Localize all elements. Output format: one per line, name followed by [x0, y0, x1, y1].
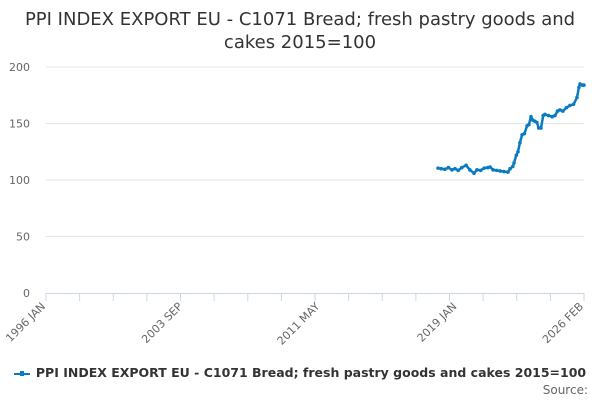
data-point — [561, 109, 565, 113]
data-point — [491, 168, 495, 172]
data-point — [575, 95, 579, 100]
data-point — [522, 131, 527, 136]
data-point — [450, 168, 454, 172]
data-point — [456, 168, 461, 173]
data-point — [475, 168, 479, 172]
data-point — [564, 105, 569, 110]
data-point — [550, 114, 554, 119]
x-tick-label: 2019 JAN — [415, 300, 460, 345]
data-point — [506, 170, 510, 174]
data-point — [516, 149, 520, 154]
data-point — [472, 171, 476, 176]
data-point — [518, 140, 522, 145]
legend-label: PPI INDEX EXPORT EU - C1071 Bread; fresh… — [35, 365, 587, 380]
y-tick-label: 0 — [23, 287, 30, 300]
x-tick-label: 2003 SEP — [139, 300, 185, 346]
chart-title: PPI INDEX EXPORT EU - C1071 Bread; fresh… — [24, 9, 576, 53]
y-tick-label: 100 — [9, 174, 30, 187]
data-point — [453, 166, 457, 171]
data-point — [539, 126, 543, 130]
data-point — [543, 112, 547, 117]
data-point — [582, 83, 586, 87]
data-point — [464, 163, 468, 168]
data-point — [529, 114, 533, 119]
data-point — [468, 168, 472, 172]
y-tick-label: 150 — [9, 118, 30, 131]
data-point — [494, 168, 499, 173]
data-point — [568, 103, 572, 108]
data-point — [508, 166, 512, 171]
x-tick-label: 1996 JAN — [3, 300, 48, 345]
series-line — [437, 82, 584, 175]
y-tick-label: 200 — [9, 61, 30, 74]
data-point — [436, 166, 440, 170]
data-point — [535, 120, 539, 125]
data-point — [446, 165, 451, 170]
data-point — [488, 165, 492, 169]
data-point — [502, 169, 506, 174]
data-point — [577, 85, 581, 90]
data-point — [498, 169, 502, 173]
data-point — [482, 166, 486, 170]
data-point — [459, 165, 464, 170]
data-point — [443, 167, 447, 172]
data-point — [510, 164, 515, 169]
data-point — [527, 122, 531, 127]
data-point — [558, 108, 562, 112]
x-tick-label: 2026 FEB — [540, 300, 586, 346]
legend[interactable]: PPI INDEX EXPORT EU - C1071 Bread; fresh… — [0, 365, 600, 380]
data-point — [553, 113, 557, 118]
data-point — [439, 166, 444, 171]
data-point — [478, 168, 483, 173]
data-point — [514, 153, 519, 157]
data-point — [512, 161, 516, 165]
data-point — [571, 102, 576, 107]
y-tick-label: 50 — [16, 231, 30, 244]
legend-swatch — [13, 371, 30, 376]
source-label: Source: — [542, 383, 588, 397]
data-point — [546, 113, 551, 118]
x-tick-label: 2011 MAY — [275, 300, 323, 348]
